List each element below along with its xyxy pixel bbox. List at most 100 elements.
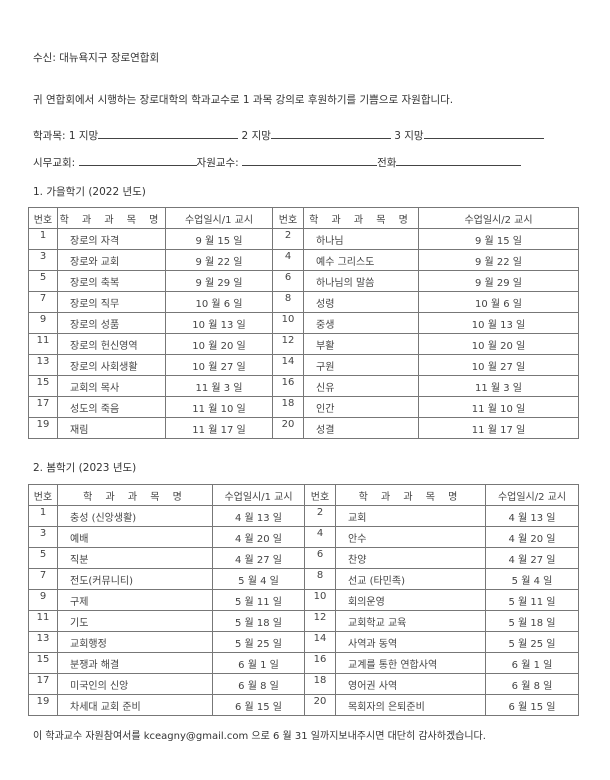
class-date: 6 월 15 일 [212, 694, 305, 716]
course-number: 10 [304, 589, 336, 611]
phone-label: 전화 [377, 157, 397, 169]
course-name: 신유 [303, 375, 419, 397]
course-name: 장로의 직무 [57, 291, 166, 313]
table-row: 1 장로의 자격 9 월 15 일 2 하나님 9 월 15 일 [28, 228, 579, 250]
course-name: 사역과 동역 [335, 631, 486, 653]
class-date: 10 월 27 일 [418, 354, 579, 376]
table-row: 19 차세대 교회 준비 6 월 15 일 20 목회자의 은퇴준비 6 월 15 일 [28, 694, 579, 716]
course-name: 구제 [57, 589, 213, 611]
header-num: 번호 [272, 207, 304, 229]
class-date: 11 월 3 일 [418, 375, 579, 397]
class-date: 4 월 27 일 [485, 547, 579, 569]
course-name: 회의운영 [335, 589, 486, 611]
course-number: 2 [272, 228, 304, 250]
header-num: 번호 [28, 207, 58, 229]
course-number: 12 [272, 333, 304, 355]
course-name: 교회 [335, 505, 486, 527]
course-number: 16 [272, 375, 304, 397]
course-name: 안수 [335, 526, 486, 548]
class-date: 4 월 20 일 [212, 526, 305, 548]
course-number: 14 [304, 631, 336, 653]
course-number: 6 [272, 270, 304, 292]
class-date: 6 월 1 일 [212, 652, 305, 674]
course-name: 목회자의 은퇴준비 [335, 694, 486, 716]
course-number: 4 [272, 249, 304, 271]
course-name: 찬양 [335, 547, 486, 569]
table-row: 13 교회행정 5 월 25 일 14 사역과 동역 5 월 25 일 [28, 631, 579, 653]
course-name: 장로의 자격 [57, 228, 166, 250]
choice1-label: 학과목: 1 지망 [33, 130, 99, 142]
course-number: 15 [28, 375, 58, 397]
choice2-field[interactable] [270, 128, 391, 139]
table-row: 17 미국인의 신앙 6 월 8 일 18 영어권 사역 6 월 8 일 [28, 673, 579, 695]
course-number: 20 [272, 417, 304, 439]
course-name: 교회행정 [57, 631, 213, 653]
recipient: 수신: 대뉴욕지구 장로연합회 [33, 52, 160, 64]
course-name: 직분 [57, 547, 213, 569]
course-number: 1 [28, 228, 58, 250]
class-date: 10 월 20 일 [418, 333, 579, 355]
class-date: 4 월 20 일 [485, 526, 579, 548]
course-number: 8 [272, 291, 304, 313]
class-date: 5 월 18 일 [212, 610, 305, 632]
course-number: 19 [28, 417, 58, 439]
course-number: 16 [304, 652, 336, 674]
header-subject: 학 과 과 목 명 [57, 484, 213, 506]
course-name: 예수 그리스도 [303, 249, 419, 271]
class-date: 6 월 8 일 [212, 673, 305, 695]
course-number: 17 [28, 396, 58, 418]
table-row: 3 예배 4 월 20 일 4 안수 4 월 20 일 [28, 526, 579, 548]
course-number: 5 [28, 547, 58, 569]
class-date: 4 월 13 일 [212, 505, 305, 527]
table-row: 17 성도의 죽음 11 월 10 일 18 인간 11 월 10 일 [28, 396, 579, 418]
professor-field[interactable] [242, 155, 378, 166]
header-num: 번호 [304, 484, 336, 506]
course-number: 2 [304, 505, 336, 527]
table-row: 3 장로와 교회 9 월 22 일 4 예수 그리스도 9 월 22 일 [28, 249, 579, 271]
table-row: 5 장로의 축복 9 월 29 일 6 하나님의 말씀 9 월 29 일 [28, 270, 579, 292]
choice1-field[interactable] [98, 128, 239, 139]
table-row: 5 직분 4 월 27 일 6 찬양 4 월 27 일 [28, 547, 579, 569]
table-row: 9 구제 5 월 11 일 10 회의운영 5 월 11 일 [28, 589, 579, 611]
course-number: 18 [272, 396, 304, 418]
class-date: 9 월 29 일 [165, 270, 273, 292]
table-row: 1 충성 (신앙생활) 4 월 13 일 2 교회 4 월 13 일 [28, 505, 579, 527]
class-date: 11 월 3 일 [165, 375, 273, 397]
course-name: 미국인의 신앙 [57, 673, 213, 695]
course-number: 3 [28, 526, 58, 548]
table-header: 번호 학 과 과 목 명 수업일시/1 교시 번호 학 과 과 목 명 수업일시… [28, 484, 579, 506]
course-name: 하나님 [303, 228, 419, 250]
course-number: 7 [28, 291, 58, 313]
class-date: 10 월 13 일 [165, 312, 273, 334]
header-date1: 수업일시/1 교시 [212, 484, 305, 506]
phone-field[interactable] [396, 155, 522, 166]
table-row: 11 기도 5 월 18 일 12 교회학교 교육 5 월 18 일 [28, 610, 579, 632]
header-subject: 학 과 과 목 명 [303, 207, 419, 229]
course-name: 장로와 교회 [57, 249, 166, 271]
choice3-label: 3 지망 [394, 130, 424, 142]
course-name: 전도(커뮤니티) [57, 568, 213, 590]
class-date: 10 월 6 일 [165, 291, 273, 313]
course-name: 장로의 헌신영역 [57, 333, 166, 355]
table-row: 7 장로의 직무 10 월 6 일 8 성령 10 월 6 일 [28, 291, 579, 313]
contact-row: 시무교회: 자원교수: 전화 [33, 155, 522, 170]
course-number: 11 [28, 610, 58, 632]
course-name: 분쟁과 해결 [57, 652, 213, 674]
course-name: 충성 (신앙생활) [57, 505, 213, 527]
course-name: 중생 [303, 312, 419, 334]
class-date: 4 월 27 일 [212, 547, 305, 569]
course-number: 1 [28, 505, 58, 527]
class-date: 11 월 10 일 [418, 396, 579, 418]
course-name: 성령 [303, 291, 419, 313]
header-subject: 학 과 과 목 명 [57, 207, 166, 229]
spring-section-title: 2. 봄학기 (2023 년도) [33, 462, 137, 474]
course-name: 기도 [57, 610, 213, 632]
header-subject: 학 과 과 목 명 [335, 484, 486, 506]
professor-label: 자원교수: [196, 157, 239, 169]
choice3-field[interactable] [423, 128, 544, 139]
class-date: 9 월 29 일 [418, 270, 579, 292]
church-field[interactable] [78, 155, 197, 166]
course-number: 17 [28, 673, 58, 695]
table-row: 9 장로의 성품 10 월 13 일 10 중생 10 월 13 일 [28, 312, 579, 334]
class-date: 5 월 18 일 [485, 610, 579, 632]
